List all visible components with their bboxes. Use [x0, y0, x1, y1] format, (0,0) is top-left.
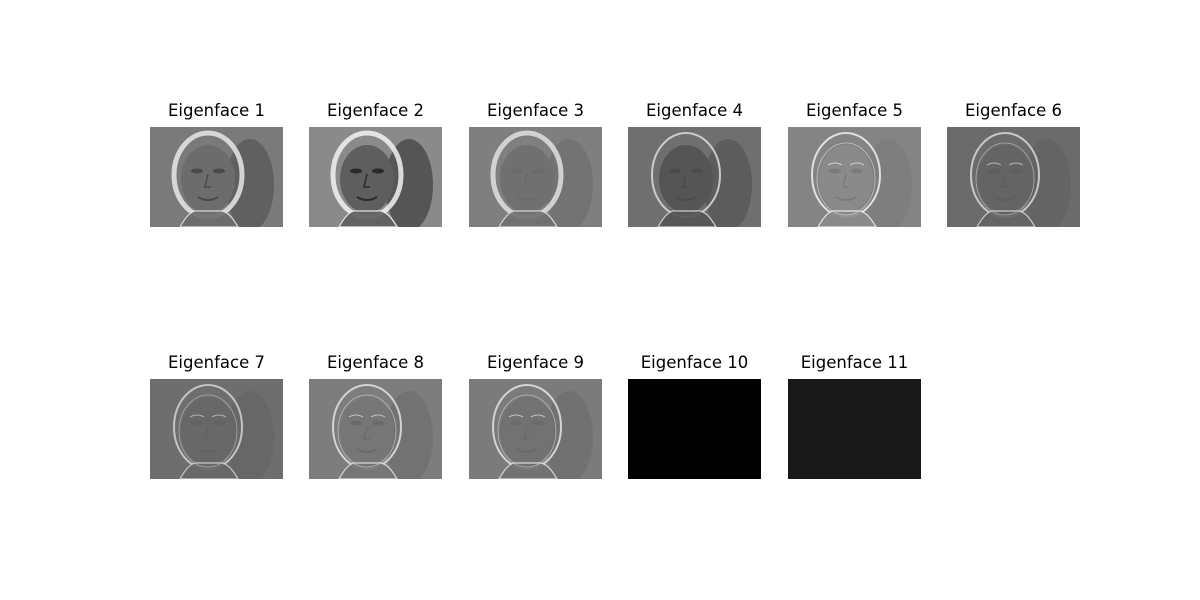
mouth-line [675, 196, 697, 201]
right-eye [372, 168, 384, 174]
brow-detail [348, 414, 386, 418]
edge-detail [975, 142, 1035, 216]
shadow-region [545, 391, 593, 479]
eigenface-image [309, 127, 442, 227]
left-eye [350, 168, 362, 174]
nose-line [1001, 173, 1008, 188]
face-region [181, 397, 235, 465]
nose-line [204, 173, 211, 188]
left-eye [191, 168, 203, 174]
left-eye [510, 420, 522, 426]
face-region [500, 145, 554, 213]
face-region [978, 145, 1032, 213]
nose-line [363, 173, 370, 188]
brow-detail [189, 414, 227, 418]
nose-line [523, 425, 530, 440]
image-background [788, 379, 921, 479]
panel-title: Eigenface 5 [806, 101, 903, 120]
eigenface-image [788, 127, 921, 227]
face-region [340, 397, 394, 465]
left-eye [350, 420, 362, 426]
panel-title: Eigenface 9 [487, 353, 584, 372]
panel-title: Eigenface 10 [640, 353, 749, 372]
right-eye [532, 168, 544, 174]
mouth-line [197, 196, 219, 201]
shadow-region [226, 391, 274, 479]
face-region [500, 397, 554, 465]
right-eye [213, 168, 225, 174]
panel-title: Eigenface 11 [800, 353, 909, 372]
mouth-line [356, 448, 378, 453]
right-eye [691, 168, 703, 174]
left-eye [191, 420, 203, 426]
neck-region [498, 462, 558, 479]
eigenface-image [628, 127, 761, 227]
right-eye [213, 420, 225, 426]
eigenface-image [469, 127, 602, 227]
brow-detail [827, 162, 865, 166]
edge-detail [816, 142, 876, 216]
nose-line [682, 173, 689, 188]
neck-region [338, 462, 398, 479]
panel-title: Eigenface 8 [327, 353, 424, 372]
neck-region [179, 462, 239, 479]
mouth-line [516, 448, 538, 453]
mouth-line [356, 196, 378, 201]
eigenface-image [947, 127, 1080, 227]
left-eye [988, 168, 1000, 174]
edge-detail [337, 394, 397, 468]
neck-region [179, 210, 239, 227]
brow-detail [508, 414, 546, 418]
mouth-line [516, 196, 538, 201]
left-eye [829, 168, 841, 174]
neck-region [976, 210, 1036, 227]
brow-detail [986, 162, 1024, 166]
eigenface-image [150, 127, 283, 227]
face-region [181, 145, 235, 213]
eigenface-image [309, 379, 442, 479]
mouth-line [835, 196, 857, 201]
shadow-region [1023, 139, 1071, 227]
mouth-line [994, 196, 1016, 201]
right-eye [851, 168, 863, 174]
face-region [340, 145, 394, 213]
panel-title: Eigenface 1 [168, 101, 265, 120]
shadow-region [704, 139, 752, 227]
nose-line [523, 173, 530, 188]
panel-title: Eigenface 2 [327, 101, 424, 120]
panel-title: Eigenface 3 [487, 101, 584, 120]
face-region [819, 145, 873, 213]
neck-region [817, 210, 877, 227]
neck-region [657, 210, 717, 227]
image-background [628, 379, 761, 479]
edge-detail [497, 394, 557, 468]
nose-line [842, 173, 849, 188]
face-region [659, 145, 713, 213]
right-eye [532, 420, 544, 426]
right-eye [1010, 168, 1022, 174]
eigenface-image [469, 379, 602, 479]
neck-region [498, 210, 558, 227]
left-eye [669, 168, 681, 174]
left-eye [510, 168, 522, 174]
neck-region [338, 210, 398, 227]
panel-title: Eigenface 7 [168, 353, 265, 372]
eigenface-image [628, 379, 761, 479]
shadow-region [385, 391, 433, 479]
eigenface-image [150, 379, 283, 479]
eigenface-image [788, 379, 921, 479]
right-eye [372, 420, 384, 426]
nose-line [363, 425, 370, 440]
edge-detail [178, 394, 238, 468]
nose-line [204, 425, 211, 440]
mouth-line [197, 448, 219, 453]
shadow-region [864, 139, 912, 227]
panel-title: Eigenface 4 [646, 101, 743, 120]
panel-title: Eigenface 6 [965, 101, 1062, 120]
